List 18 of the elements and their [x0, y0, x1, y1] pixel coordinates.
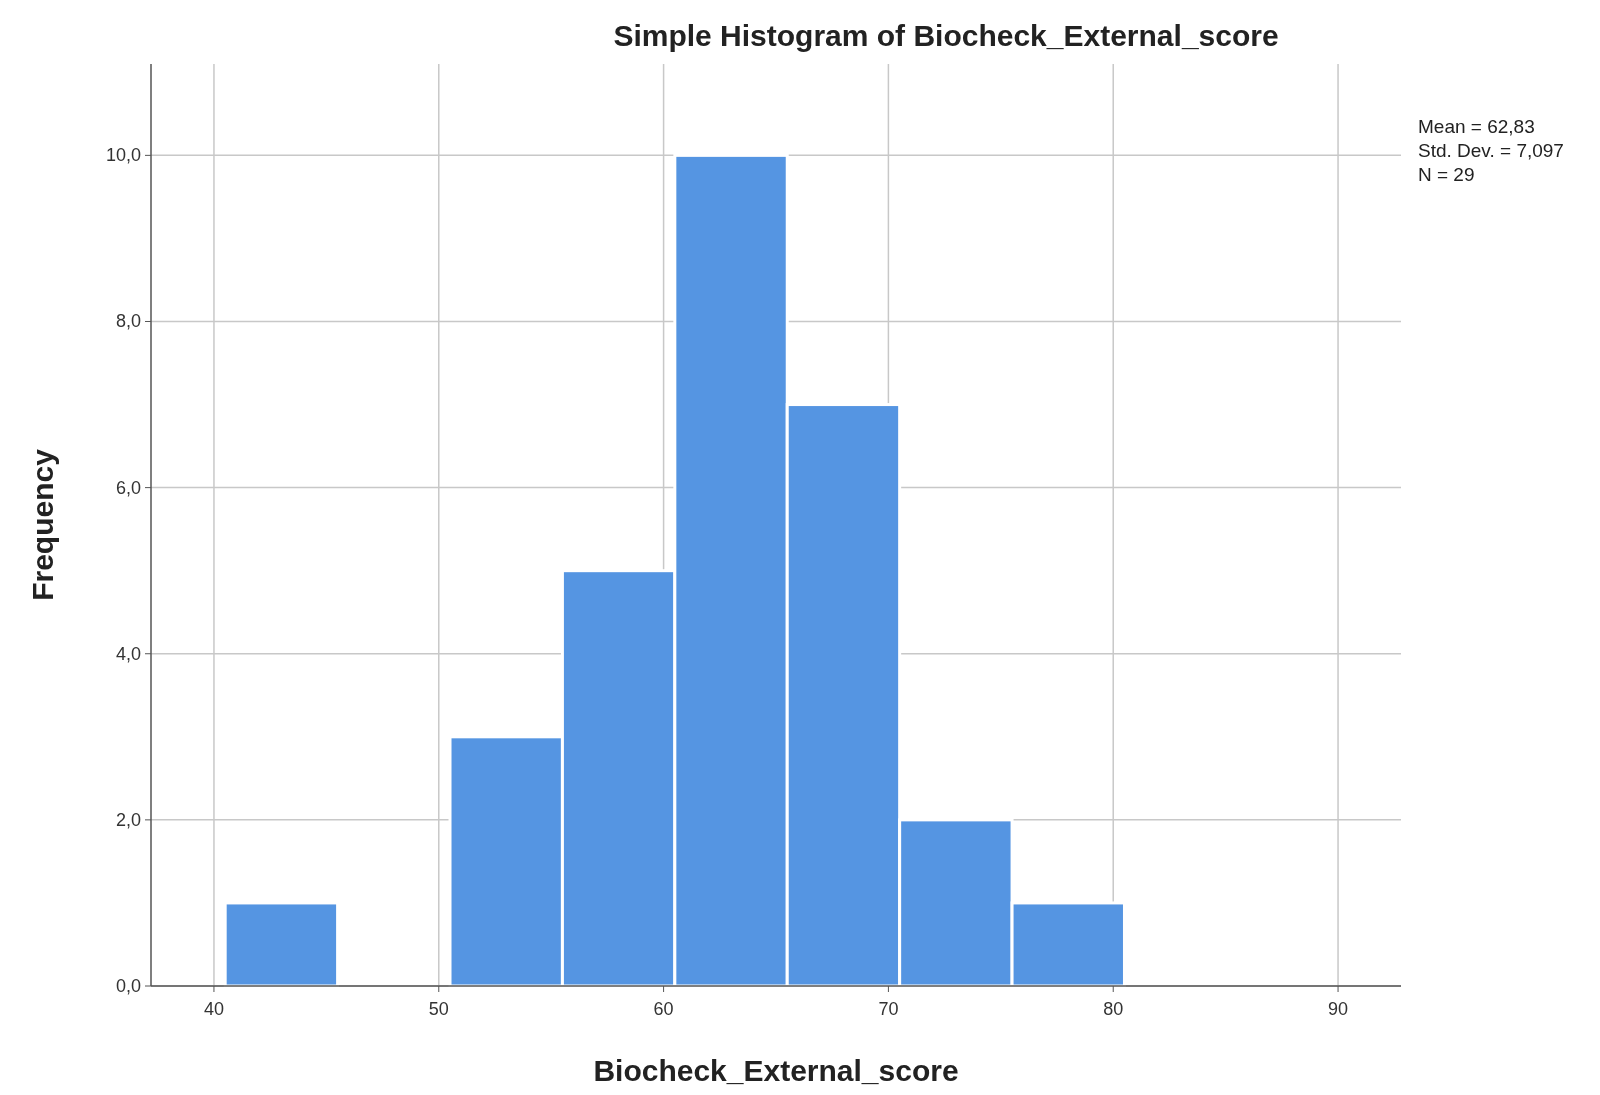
x-tick-label: 40	[203, 999, 224, 1019]
x-tick-label: 70	[878, 999, 899, 1019]
y-tick-label: 8,0	[115, 311, 141, 332]
y-tick-label: 0,0	[115, 976, 141, 996]
y-axis-title: Frequency	[26, 448, 59, 601]
y-tick-label: 2,0	[115, 809, 141, 830]
x-tick-label: 90	[1328, 999, 1349, 1019]
text: Mean = 62,83	[1418, 116, 1535, 137]
x-tick-label: 60	[653, 999, 674, 1019]
y-tick-label: 4,0	[115, 643, 141, 664]
x-tick-label: 50	[428, 999, 449, 1019]
x-tick-label: 80	[1103, 999, 1124, 1019]
text: N = 29	[1418, 164, 1475, 185]
x-axis-title: Biocheck_External_score	[593, 1054, 959, 1087]
chart-title: Simple Histogram of Biocheck_External_score	[613, 19, 1279, 52]
y-tick-label: 6,0	[115, 477, 141, 498]
y-tick-label: 10,0	[105, 145, 141, 166]
text: Std. Dev. = 7,097	[1418, 140, 1564, 161]
